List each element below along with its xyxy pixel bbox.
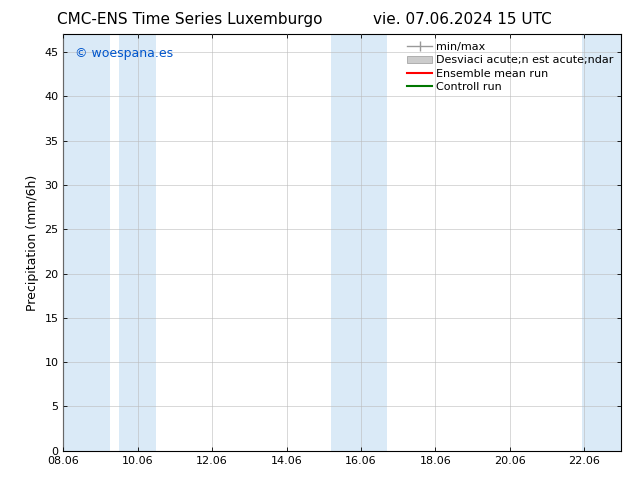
Text: vie. 07.06.2024 15 UTC: vie. 07.06.2024 15 UTC <box>373 12 552 27</box>
Y-axis label: Precipitation (mm/6h): Precipitation (mm/6h) <box>26 174 39 311</box>
Bar <box>63 34 110 451</box>
Bar <box>331 34 387 451</box>
Legend: min/max, Desviaci acute;n est acute;ndar, Ensemble mean run, Controll run: min/max, Desviaci acute;n est acute;ndar… <box>405 40 616 94</box>
Bar <box>119 34 156 451</box>
Bar <box>582 34 621 451</box>
Text: CMC-ENS Time Series Luxemburgo: CMC-ENS Time Series Luxemburgo <box>58 12 323 27</box>
Text: © woespana.es: © woespana.es <box>75 47 172 60</box>
